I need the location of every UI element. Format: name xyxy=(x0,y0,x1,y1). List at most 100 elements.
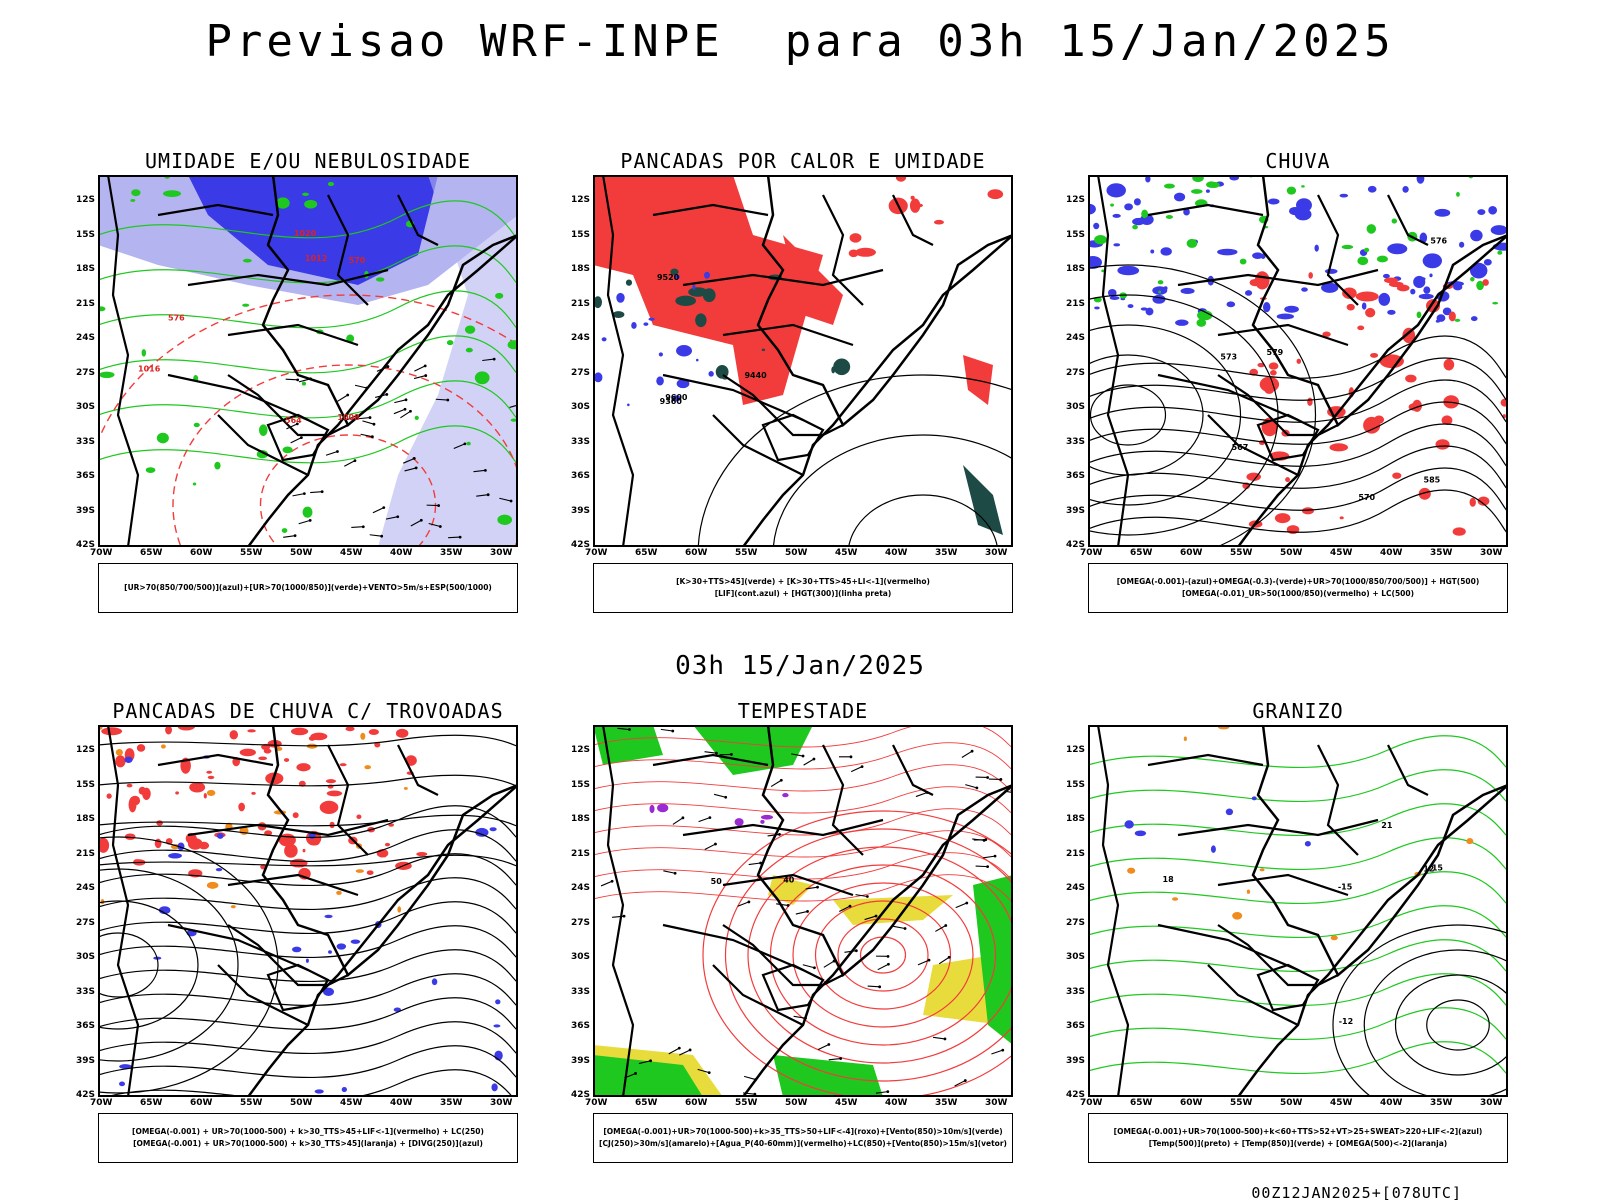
lon-label: 30W xyxy=(985,548,1007,558)
rain-patch-blue xyxy=(1141,307,1148,310)
lon-label: 50W xyxy=(290,1098,312,1108)
teal-patch xyxy=(688,287,707,297)
wind-vector xyxy=(351,527,363,528)
lon-label: 35W xyxy=(1430,548,1452,558)
rain-patch-blue xyxy=(1491,225,1508,235)
lat-label: 12S xyxy=(571,745,590,755)
rain-patch-red xyxy=(1384,277,1398,283)
rain-patch-blue xyxy=(1284,306,1299,313)
lat-label: 18S xyxy=(571,264,590,274)
lat-label: 21S xyxy=(76,299,95,309)
storm-patch-red xyxy=(208,776,215,779)
rain-patch-red xyxy=(1392,472,1401,478)
humidity-patch xyxy=(466,348,473,353)
rain-patch-red xyxy=(1370,353,1378,358)
lat-label: 15S xyxy=(76,780,95,790)
legend-line: [OMEGA(-0.001) + UR>70(1000-500) + k>30_… xyxy=(99,1126,517,1138)
rain-patch-green xyxy=(1342,245,1354,249)
storm-patch-red xyxy=(238,803,245,812)
lon-label: 60W xyxy=(685,1098,707,1108)
omega-patch-orange xyxy=(1247,890,1250,894)
divergence-patch xyxy=(124,757,132,763)
lat-label: 27S xyxy=(1066,918,1085,928)
contour-label: 585 xyxy=(1424,476,1441,485)
lif-contour-blob xyxy=(659,352,663,356)
rain-patch-blue xyxy=(1263,302,1270,312)
rain-patch-blue xyxy=(1325,269,1338,274)
divergence-patch xyxy=(495,999,500,1004)
rain-patch-blue xyxy=(1118,266,1133,272)
rain-patch-green xyxy=(1164,184,1175,189)
contour-label: 576 xyxy=(1430,236,1447,245)
legend-line: [OMEGA(-0.001) + UR>70(1000-500) + k>30_… xyxy=(99,1138,517,1150)
legend-line: [CJ(250)>30m/s](amarelo)+[Agua_P(40-60mm… xyxy=(594,1138,1012,1150)
lon-label: 45W xyxy=(340,548,362,558)
lon-label: 65W xyxy=(1130,548,1152,558)
rain-patch-blue xyxy=(1175,320,1188,326)
humidity-patch xyxy=(328,182,334,186)
rain-patch-blue xyxy=(1387,243,1407,254)
rain-patch-blue xyxy=(1296,198,1312,212)
contour-label: 18 xyxy=(1163,875,1175,884)
rain-patch-red xyxy=(1453,527,1466,535)
storm-patch-orange xyxy=(364,765,371,769)
humidity-patch xyxy=(157,433,169,444)
lat-label: 39S xyxy=(76,506,95,516)
lon-label: 70W xyxy=(1080,548,1102,558)
rain-patch-blue xyxy=(1423,253,1442,268)
lon-label: 60W xyxy=(190,1098,212,1108)
contour-label: 21 xyxy=(1381,821,1393,830)
contour-label: 576 xyxy=(168,313,185,322)
rain-patch-blue xyxy=(1488,206,1497,215)
rain-patch-red xyxy=(1365,308,1375,317)
panel-legend: [OMEGA(-0.001)+UR>70(1000-500)+k>35_TTS>… xyxy=(593,1113,1013,1163)
humidity-patch xyxy=(146,467,156,473)
red-patch xyxy=(987,189,1003,199)
mid-title: 03h 15/Jan/2025 xyxy=(0,651,1600,681)
rain-patch-blue xyxy=(1362,302,1367,309)
panel-title: UMIDADE E/OU NEBULOSIDADE xyxy=(98,149,518,173)
lon-label: 35W xyxy=(935,1098,957,1108)
lat-label: 36S xyxy=(1066,1021,1085,1031)
storm-purple-patch xyxy=(657,804,668,813)
rain-patch-red xyxy=(1347,304,1355,311)
rain-patch-blue xyxy=(1180,288,1194,294)
rain-patch-red xyxy=(1449,311,1456,321)
panel-legend: [OMEGA(-0.001)-(azul)+OMEGA(-0.3)-(verde… xyxy=(1088,563,1508,613)
storm-patch-red xyxy=(139,787,146,795)
lon-label: 40W xyxy=(885,548,907,558)
storm-patch-red xyxy=(258,757,267,761)
lon-label: 65W xyxy=(140,1098,162,1108)
storm-patch-red xyxy=(101,727,122,735)
rain-patch-blue xyxy=(1124,203,1133,210)
legend-line: [UR>70(850/700/500)](azul)+[UR>70(1000/8… xyxy=(99,582,517,594)
rain-patch-red xyxy=(1444,359,1455,371)
lon-label: 55W xyxy=(735,1098,757,1108)
lon-label: 30W xyxy=(490,1098,512,1108)
rain-patch-blue xyxy=(1471,316,1478,321)
lat-label: 36S xyxy=(571,471,590,481)
lat-label: 30S xyxy=(76,952,95,962)
contour-label: 15 xyxy=(1432,864,1444,873)
footer-run-info: 00Z12JAN2025+[078UTC] xyxy=(1251,1184,1462,1202)
teal-patch xyxy=(626,280,632,286)
lat-label: 30S xyxy=(1066,402,1085,412)
rain-patch-blue xyxy=(1106,183,1125,197)
contour-label: 1008 xyxy=(337,413,360,422)
lat-label: 39S xyxy=(571,1056,590,1066)
red-patch xyxy=(850,233,862,242)
lon-label: 45W xyxy=(1330,548,1352,558)
lon-label: 35W xyxy=(935,548,957,558)
lon-label: 30W xyxy=(490,548,512,558)
lat-label: 24S xyxy=(76,333,95,343)
storm-patch-red xyxy=(340,763,347,766)
lon-label: 30W xyxy=(1480,548,1502,558)
lon-label: 40W xyxy=(1380,1098,1402,1108)
panel-legend: [OMEGA(-0.001)+UR>70(1000-500)+k<60+TTS>… xyxy=(1088,1113,1508,1163)
lat-label: 21S xyxy=(76,849,95,859)
lon-label: 60W xyxy=(190,548,212,558)
lif-contour-blob xyxy=(643,322,648,326)
storm-patch-orange xyxy=(397,906,401,912)
